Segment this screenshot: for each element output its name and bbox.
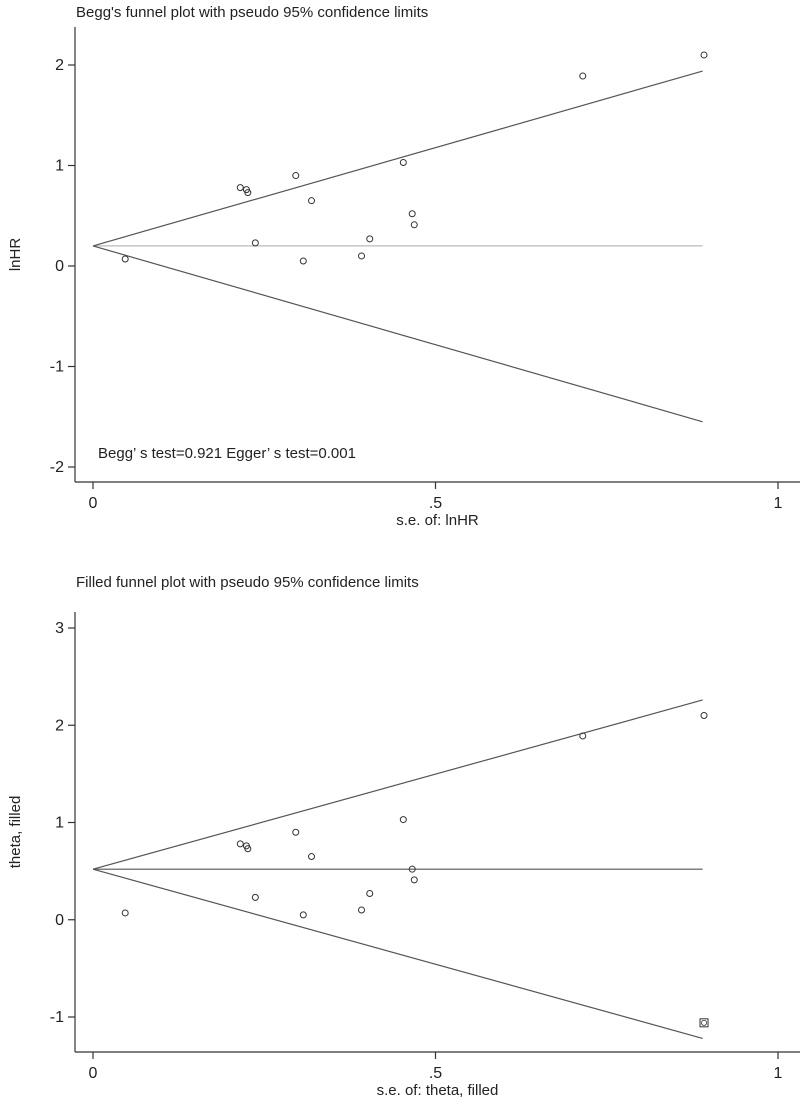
upper-confidence-limit [92,699,703,870]
study-point [700,51,708,59]
y-tick-label: 3 [55,620,64,637]
study-point [121,255,129,263]
x-tick-label: .5 [429,495,442,512]
y-axis-title: theta, filled [7,796,24,869]
x-axis-title: s.e. of: lnHR [396,512,479,529]
chart-panel-filled: Filled funnel plot with pseudo 95% confi… [0,570,800,1105]
y-tick-label: 2 [55,57,64,74]
study-point [299,911,307,919]
study-point [299,257,307,265]
study-point [399,816,407,824]
study-point [308,853,316,861]
y-tick-label: -2 [50,459,64,476]
study-point [292,828,300,836]
study-point [308,197,316,205]
x-tick-label: .5 [429,1065,442,1082]
study-point [244,189,252,197]
study-point [251,239,259,247]
y-tick-label: 0 [55,912,64,929]
study-point [700,712,708,720]
study-point [579,732,587,740]
x-tick-label: 0 [89,495,98,512]
study-point [292,172,300,180]
study-point [121,909,129,917]
chart-title: Filled funnel plot with pseudo 95% confi… [76,574,419,591]
x-tick-label: 1 [774,1065,783,1082]
x-tick-label: 1 [774,495,783,512]
y-tick-label: 1 [55,158,64,175]
study-point [244,845,252,853]
begg-funnel-plot: 2 1 0 -1 -2 0 .5 1 s.e. of: lnHR lnHR Begg’ s test… [7,27,800,529]
study-point [408,865,416,873]
study-point [366,235,374,243]
study-point [408,210,416,218]
study-point [236,840,244,848]
lower-confidence-limit [92,245,703,423]
study-point [410,221,418,229]
chart-panel-begg: Begg's funnel plot with pseudo 95% confi… [0,0,800,550]
y-tick-label: -1 [50,359,64,376]
filled-study-point-marker [701,1019,708,1026]
study-point [579,72,587,80]
test-results-annotation: Begg’ s test=0.921 Egger’ s test=0.001 [98,445,356,462]
upper-confidence-limit [92,70,703,247]
y-tick-label: 1 [55,815,64,832]
study-point [236,184,244,192]
x-axis-title: s.e. of: theta, filled [377,1082,499,1099]
study-point [366,889,374,897]
lower-confidence-limit [92,868,703,1039]
filled-study-point [699,1018,709,1028]
study-point [410,876,418,884]
study-point [358,906,366,914]
y-tick-label: 2 [55,717,64,734]
y-tick-label: 0 [55,258,64,275]
chart-title: Begg's funnel plot with pseudo 95% confi… [76,4,429,21]
study-point [358,252,366,260]
study-point [251,893,259,901]
y-axis-title: lnHR [7,238,24,272]
filled-funnel-plot: 3 2 1 0 -1 0 .5 1 s.e. of: theta, filled theta, f… [7,612,800,1099]
x-tick-label: 0 [89,1065,98,1082]
study-point [399,158,407,166]
y-tick-label: -1 [50,1009,64,1026]
